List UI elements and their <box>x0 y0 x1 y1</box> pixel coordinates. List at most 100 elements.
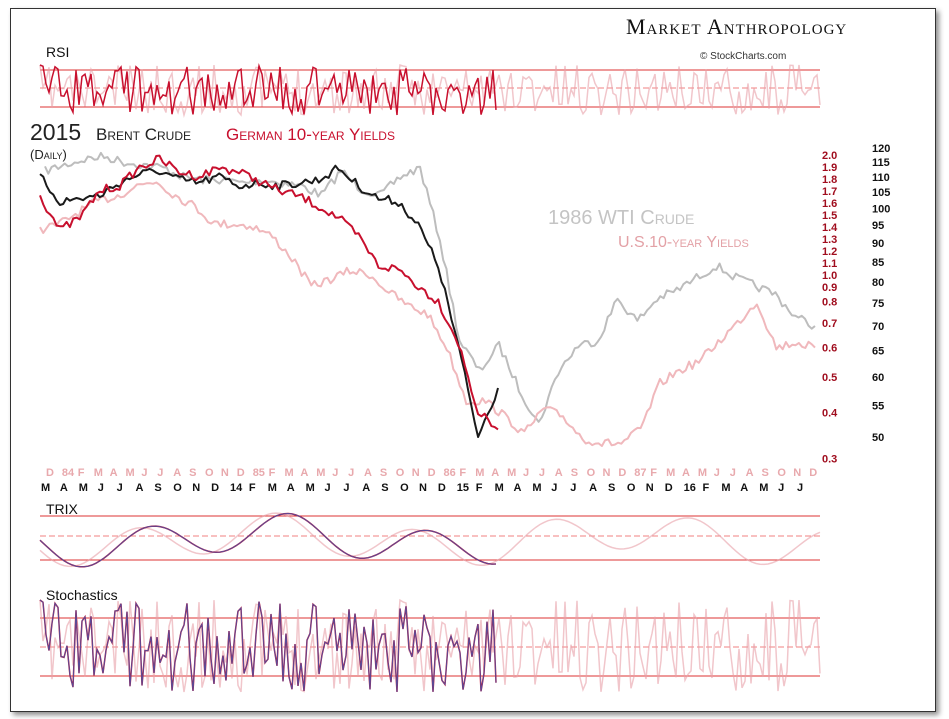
x-tick-label: S <box>381 482 388 494</box>
price-tick-label: 115 <box>872 157 890 169</box>
x-tick-label: N <box>793 467 801 479</box>
x-tick-label: F <box>459 467 466 479</box>
price-tick-label: 55 <box>872 401 884 413</box>
yield-tick-label: 0.8 <box>822 297 837 309</box>
x-tick-label: A <box>514 482 522 494</box>
x-tick-label: M <box>666 467 675 479</box>
price-axis: 120 115 110 105 100 95 90 85 80 75 70 65 60 55 50 <box>872 143 890 444</box>
indicator-trace <box>39 512 821 568</box>
yield-tick-label: 0.4 <box>822 408 838 420</box>
yield-tick-label: 0.7 <box>822 318 837 330</box>
x-tick-label: S <box>189 467 196 479</box>
x-tick-label: 86 <box>444 467 456 479</box>
price-tick-label: 85 <box>872 257 884 269</box>
price-tick-label: 110 <box>872 172 890 184</box>
x-tick-label: A <box>110 467 118 479</box>
series-line-german-10-year-yields <box>39 154 499 431</box>
x-tick-label: M <box>41 482 50 494</box>
x-tick-label: M <box>721 482 730 494</box>
stochastics-panel <box>39 598 821 693</box>
x-tick-label: S <box>571 467 578 479</box>
x-tick-label: O <box>400 482 409 494</box>
trix-panel <box>39 512 821 568</box>
x-tick-label: S <box>154 482 161 494</box>
main-plot <box>39 151 816 447</box>
x-tick-label: O <box>205 467 214 479</box>
price-tick-label: 65 <box>872 345 884 357</box>
yield-axis: 2.01.91.81.71.61.51.41.31.21.11.00.9 0.8 0… <box>822 150 838 466</box>
x-tick-label: M <box>306 482 315 494</box>
price-tick-label: 60 <box>872 372 884 384</box>
x-tick-label: J <box>539 467 545 479</box>
indicator-trace <box>39 64 821 118</box>
x-tick-label: J <box>117 482 123 494</box>
price-tick-label: 90 <box>872 238 884 250</box>
x-tick-label: D <box>438 482 446 494</box>
yield-tick-label: 1.8 <box>822 174 837 186</box>
x-tick-label: M <box>759 482 768 494</box>
x-tick-label: J <box>332 467 338 479</box>
trix-label: TRIX <box>46 501 79 517</box>
x-tick-label: A <box>555 467 563 479</box>
x-tick-label: D <box>809 467 817 479</box>
x-tick-label: J <box>570 482 576 494</box>
x-tick-label: F <box>78 467 85 479</box>
x-tick-label: J <box>343 482 349 494</box>
x-tick-label: J <box>730 467 736 479</box>
rsi-panel <box>39 62 821 118</box>
series-line-brent-crude <box>39 164 499 438</box>
us-yield-label: U.S.10-year Yields <box>618 234 749 251</box>
price-tick-label: 105 <box>872 187 890 199</box>
x-tick-label: M <box>268 482 277 494</box>
x-tick-label: 85 <box>253 467 265 479</box>
x-tick-label: O <box>627 482 636 494</box>
x-tick-label: 87 <box>634 467 646 479</box>
x-tick-label: A <box>300 467 308 479</box>
x-tick-label: J <box>325 482 331 494</box>
x-tick-label: A <box>589 482 597 494</box>
x-tick-label: A <box>173 467 181 479</box>
x-tick-label: M <box>507 467 516 479</box>
x-tick-label: A <box>287 482 295 494</box>
x-tick-label: D <box>428 467 436 479</box>
price-tick-label: 80 <box>872 277 884 289</box>
x-tick-label: M <box>126 467 135 479</box>
x-tick-label: F <box>476 482 483 494</box>
x-tick-label: J <box>551 482 557 494</box>
copyright-text: © StockCharts.com <box>700 51 786 62</box>
x-tick-label: F <box>269 467 276 479</box>
yield-tick-label: 1.0 <box>822 270 837 282</box>
x-tick-label: A <box>136 482 144 494</box>
yield-tick-label: 0.9 <box>822 282 837 294</box>
x-tick-label: 14 <box>230 482 243 494</box>
x-tick-label: J <box>523 467 529 479</box>
x-tick-label: D <box>237 467 245 479</box>
yield-tick-label: 1.6 <box>822 198 837 210</box>
indicator-trace <box>39 599 497 693</box>
x-tick-label: N <box>221 467 229 479</box>
x-tick-label: O <box>777 467 786 479</box>
yield-tick-label: 1.2 <box>822 246 837 258</box>
x-tick-label: M <box>475 467 484 479</box>
x-tick-label: M <box>495 482 504 494</box>
x-tick-label: M <box>532 482 541 494</box>
x-tick-label: N <box>412 467 420 479</box>
indicator-trace <box>39 512 497 568</box>
x-tick-label: D <box>46 467 54 479</box>
x-tick-label: M <box>285 467 294 479</box>
x-tick-label: A <box>746 467 754 479</box>
x-tick-label: D <box>618 467 626 479</box>
yield-tick-label: 2.0 <box>822 150 837 162</box>
indicator-trace <box>39 62 497 117</box>
x-tick-label: A <box>682 467 690 479</box>
x-tick-label: M <box>94 467 103 479</box>
x-tick-label: A <box>364 467 372 479</box>
x-tick-label: 16 <box>684 482 696 494</box>
x-tick-label: M <box>698 467 707 479</box>
indicator-trace <box>39 512 497 568</box>
x-tick-label: N <box>419 482 427 494</box>
yield-tick-label: 0.5 <box>822 372 837 384</box>
x-tick-label: M <box>79 482 88 494</box>
yield-tick-label: 1.9 <box>822 162 837 174</box>
